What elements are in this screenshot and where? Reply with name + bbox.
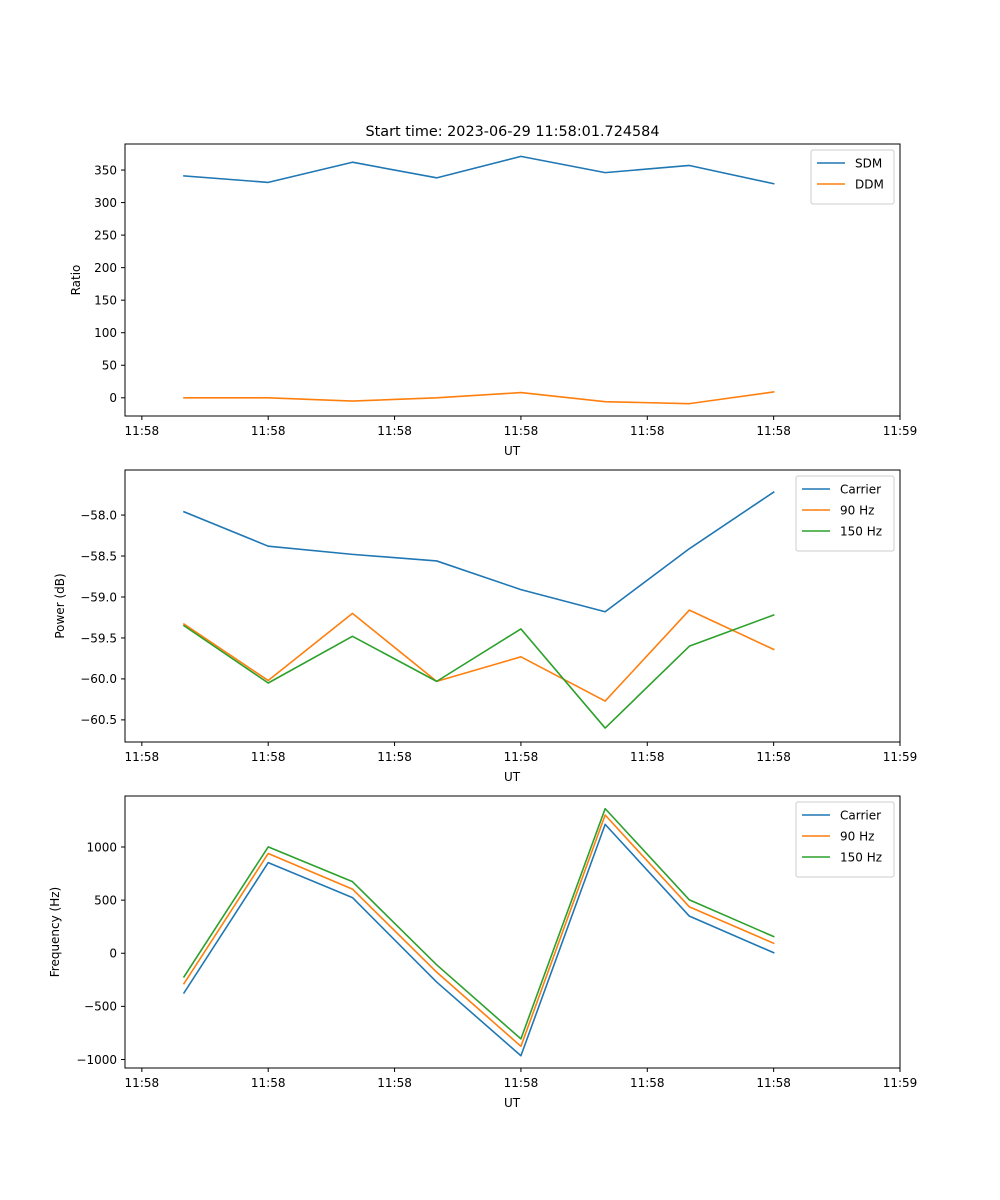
x-tick-label: 11:59: [883, 1076, 918, 1090]
legend-label: 90 Hz: [840, 829, 874, 843]
x-tick-label: 11:58: [251, 1076, 286, 1090]
series-line-sdm: [183, 155, 775, 185]
x-tick-label: 11:58: [251, 424, 286, 438]
y-tick-label: −60.0: [80, 672, 117, 686]
y-tick-label: −59.5: [80, 631, 117, 645]
x-tick-label: 11:58: [377, 750, 412, 764]
x-tick-label: 11:58: [756, 750, 791, 764]
x-tick-label: 11:58: [251, 750, 286, 764]
legend-label: 150 Hz: [840, 850, 882, 864]
y-tick-label: 500: [94, 893, 117, 907]
y-tick-label: 300: [94, 196, 117, 210]
y-tick-label: −1000: [76, 1053, 117, 1067]
x-tick-label: 11:58: [756, 424, 791, 438]
subplot-3: 11:58 11:58 11:58 11:58 11:58 11:58 11:59 1000 5…: [48, 795, 918, 1110]
plot-frame: [124, 469, 901, 743]
legend-frame: [795, 801, 895, 878]
x-tick-label: 11:58: [377, 424, 412, 438]
series-line-90-hz: [182, 814, 775, 1048]
y-tick-label: 100: [94, 326, 117, 340]
x-tick-label: 11:58: [125, 1076, 160, 1090]
y-axis-label: Frequency (Hz): [48, 887, 62, 978]
legend-label: Carrier: [840, 482, 881, 496]
x-tick-label: 11:58: [377, 1076, 412, 1090]
x-tick-label: 11:58: [504, 424, 539, 438]
y-tick-label: −58.0: [80, 508, 117, 522]
x-tick-label: 11:58: [756, 1076, 791, 1090]
series-line-carrier: [182, 823, 775, 1057]
x-tick-label: 11:58: [504, 1076, 539, 1090]
x-tick-label: 11:58: [125, 424, 160, 438]
series-line-150-hz: [182, 807, 775, 1040]
y-tick-label: 250: [94, 228, 117, 242]
y-tick-label: 1000: [86, 840, 117, 854]
legend-label: DDM: [855, 177, 884, 191]
y-tick-label: −58.5: [80, 549, 117, 563]
x-axis-label: UT: [504, 444, 521, 458]
subplots: 11:58 11:58 11:58 11:58 11:58 11:58 11:59 0 50 10…: [48, 143, 918, 1110]
legend-label: Carrier: [840, 808, 881, 822]
y-tick-label: 200: [94, 261, 117, 275]
series-line-ddm: [183, 391, 775, 405]
legend: Carrier 90 Hz 150 Hz: [795, 475, 895, 552]
series-line-90-hz: [182, 609, 775, 702]
y-tick-label: 150: [94, 293, 117, 307]
y-tick-label: −59.0: [80, 590, 117, 604]
y-axis-label: Power (dB): [53, 573, 67, 638]
chart-title: Start time: 2023-06-29 11:58:01.724584: [365, 124, 659, 140]
legend: SDM DDM: [810, 149, 895, 205]
series-line-carrier: [182, 491, 775, 613]
x-tick-label: 11:59: [883, 750, 918, 764]
legend-label: 150 Hz: [840, 524, 882, 538]
x-tick-label: 11:58: [504, 750, 539, 764]
x-axis-label: UT: [504, 1096, 521, 1110]
legend: Carrier 90 Hz 150 Hz: [795, 801, 895, 878]
y-tick-label: 50: [102, 359, 117, 373]
subplot-1: 11:58 11:58 11:58 11:58 11:58 11:58 11:59 0 50 10…: [69, 143, 918, 458]
y-tick-label: 0: [109, 391, 117, 405]
y-tick-label: −500: [84, 1000, 117, 1014]
plot-frame: [124, 795, 901, 1069]
legend-label: 90 Hz: [840, 503, 874, 517]
series-line-150-hz: [182, 613, 775, 729]
x-tick-label: 11:58: [630, 750, 665, 764]
legend-label: SDM: [855, 156, 882, 170]
x-tick-label: 11:58: [125, 750, 160, 764]
x-tick-label: 11:58: [630, 1076, 665, 1090]
plot-frame: [124, 143, 901, 417]
legend-frame: [795, 475, 895, 552]
y-axis-label: Ratio: [69, 265, 83, 296]
y-tick-label: 0: [109, 947, 117, 961]
y-tick-label: −60.5: [80, 713, 117, 727]
x-tick-label: 11:58: [630, 424, 665, 438]
subplot-2: 11:58 11:58 11:58 11:58 11:58 11:58 11:59 −58.0…: [53, 469, 918, 784]
x-tick-label: 11:59: [883, 424, 918, 438]
x-axis-label: UT: [504, 770, 521, 784]
y-tick-label: 350: [94, 163, 117, 177]
